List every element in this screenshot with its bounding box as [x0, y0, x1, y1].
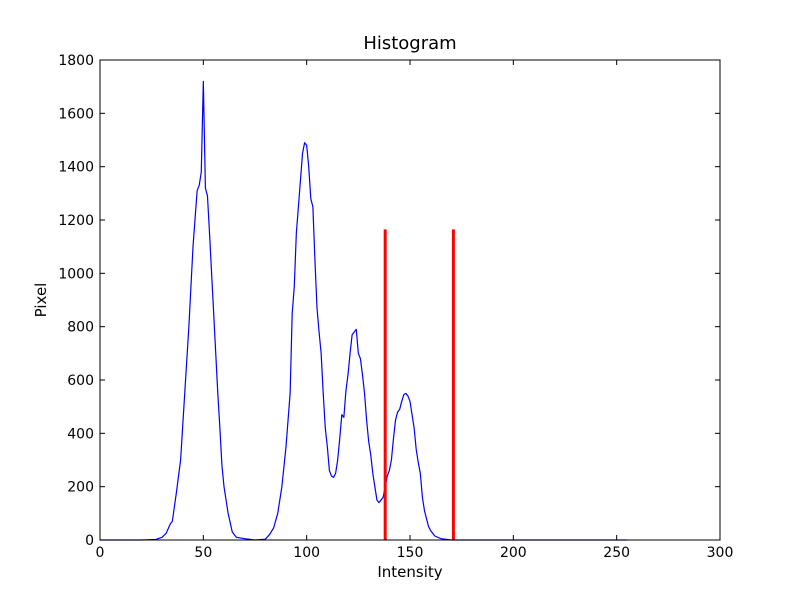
tick-layer: 0 50 100 150 200 250 300 0 200 400 600 800 1000 1200 1… [58, 53, 733, 561]
plot-frame [99, 59, 721, 541]
x-tick-label: 150 [397, 545, 424, 561]
x-tick-label: 0 [96, 545, 105, 561]
y-tick-label: 1600 [58, 106, 94, 122]
y-tick-label: 1000 [58, 266, 94, 282]
x-axis-label: Intensity [377, 563, 442, 581]
y-tick-label: 400 [67, 426, 94, 442]
plot-layer [100, 80, 627, 541]
histogram-series-line [100, 80, 627, 541]
x-tick-label: 300 [707, 545, 734, 561]
y-axis-label: Pixel [32, 283, 50, 318]
y-tick-label: 1200 [58, 213, 94, 229]
y-tick-label: 200 [67, 480, 94, 496]
y-tick-label: 0 [85, 533, 94, 549]
x-tick-label: 50 [194, 545, 212, 561]
x-tick-label: 200 [500, 545, 527, 561]
y-tick-label: 1800 [58, 53, 94, 69]
chart-title: Histogram [363, 33, 456, 54]
y-tick-label: 1400 [58, 160, 94, 176]
y-tick-label: 800 [67, 320, 94, 336]
x-tick-label: 100 [293, 545, 320, 561]
y-tick-label: 600 [67, 373, 94, 389]
x-tick-label: 250 [603, 545, 630, 561]
